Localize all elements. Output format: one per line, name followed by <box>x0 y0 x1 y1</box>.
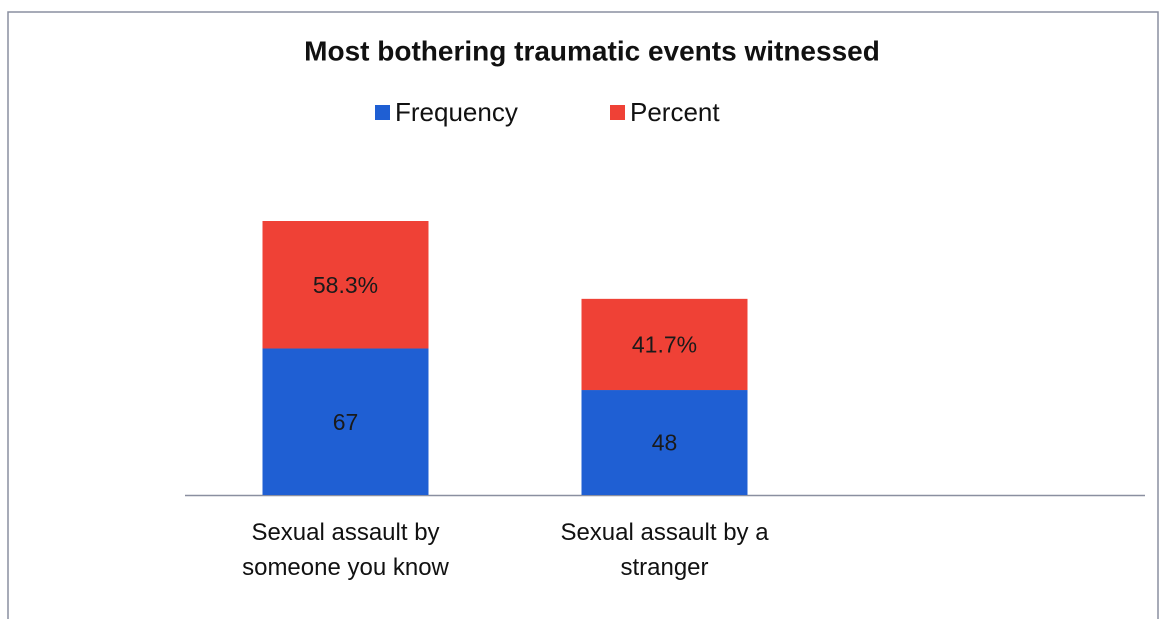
data-label: 48 <box>652 430 678 456</box>
legend-swatch <box>375 105 390 120</box>
bar-segment <box>262 348 429 495</box>
data-label: 67 <box>333 409 359 435</box>
legend-swatch <box>610 105 625 120</box>
data-label: 58.3% <box>313 272 378 298</box>
chart-title: Most bothering traumatic events witnesse… <box>304 35 880 66</box>
bar-segment <box>581 390 748 495</box>
bar-segment <box>581 298 748 391</box>
data-label: 41.7% <box>632 332 697 358</box>
legend-label: Percent <box>630 97 720 127</box>
frame <box>7 11 1159 619</box>
legend-label: Frequency <box>395 97 518 127</box>
bar-segment <box>262 221 429 349</box>
x-tick-label: Sexual assault by a stranger <box>560 519 769 581</box>
x-tick-label: Sexual assault by someone you know <box>242 519 449 581</box>
